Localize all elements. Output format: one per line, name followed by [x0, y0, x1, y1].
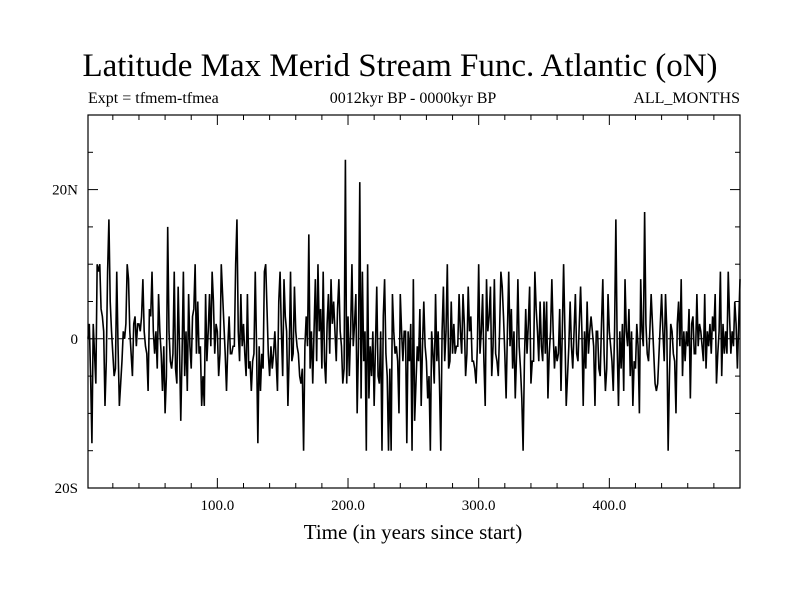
chart-subtitle-center: 0012kyr BP - 0000kyr BP: [329, 90, 497, 107]
x-tick-label: 100.0: [200, 498, 234, 514]
y-tick-label: 0: [71, 332, 79, 348]
chart-title: Latitude Max Merid Stream Func. Atlantic…: [82, 48, 718, 84]
series-line: [87, 159, 741, 451]
x-tick-label: 400.0: [592, 498, 626, 514]
y-tick-label: 20S: [55, 481, 78, 497]
x-axis-label: Time (in years since start): [303, 520, 523, 544]
chart-subtitle-left: Expt = tfmem-tfmea: [88, 90, 219, 107]
x-tick-label: 300.0: [462, 498, 496, 514]
chart-subtitle-right: ALL_MONTHS: [633, 90, 740, 107]
x-tick-label: 200.0: [331, 498, 365, 514]
y-tick-label: 20N: [52, 183, 78, 199]
